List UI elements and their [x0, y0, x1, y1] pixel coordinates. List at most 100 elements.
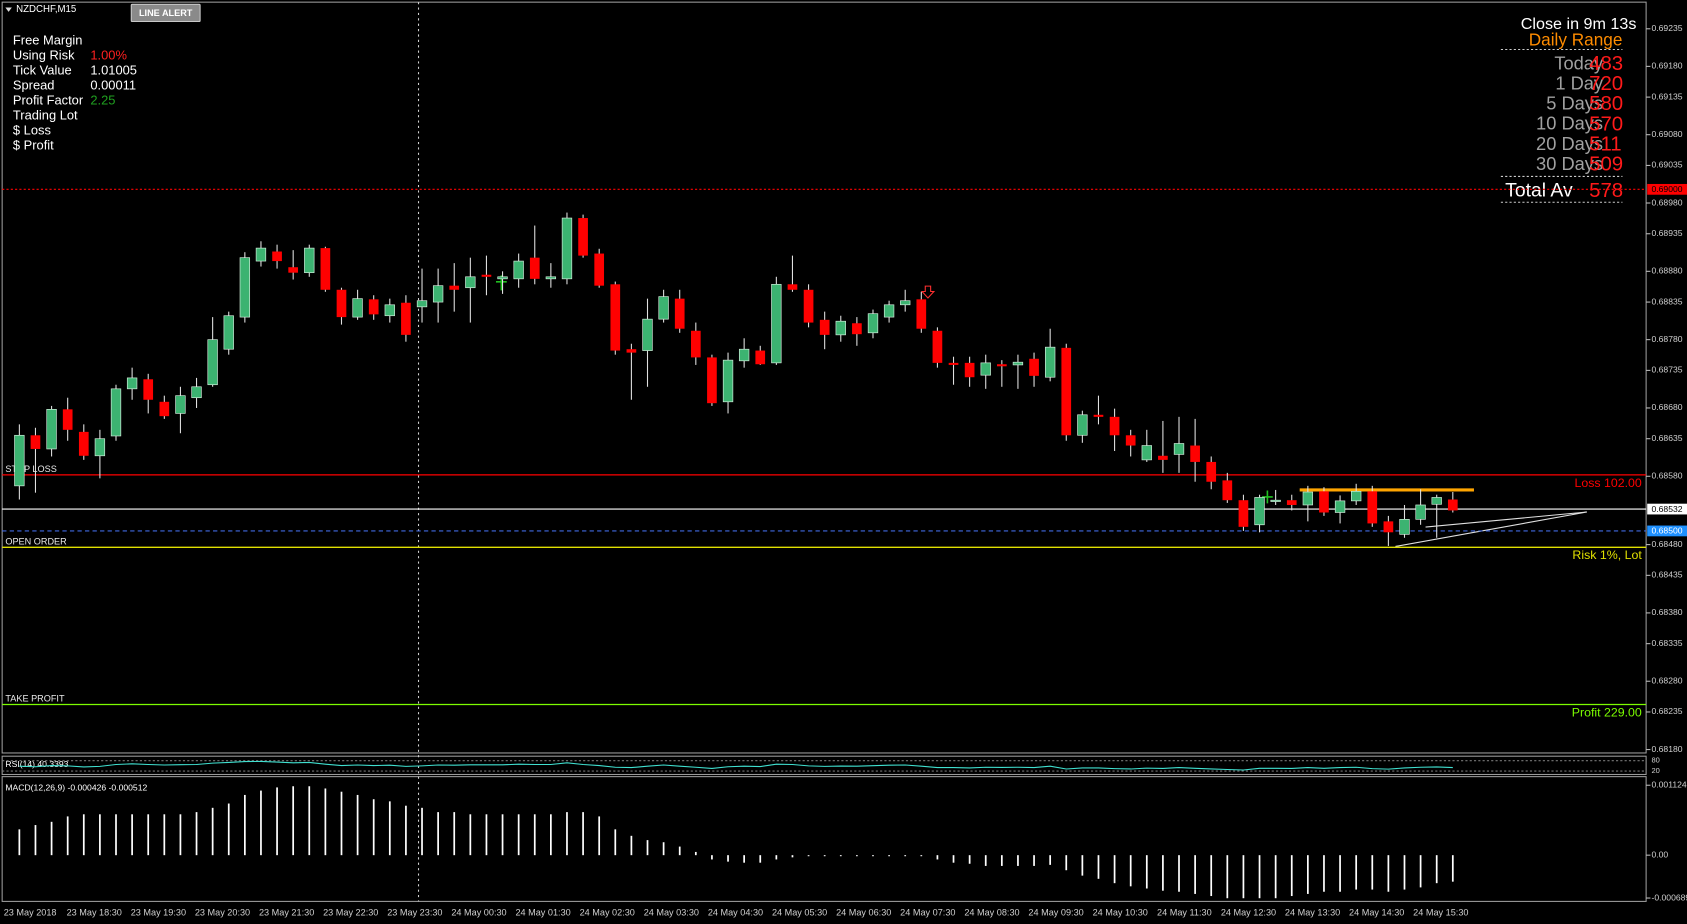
- candle-body: [1367, 491, 1378, 524]
- candle-body: [980, 362, 991, 376]
- candle-body: [1351, 490, 1362, 502]
- sell-arrow: [920, 285, 936, 299]
- candle-body: [432, 285, 444, 303]
- time-label: 24 May 04:30: [708, 908, 763, 918]
- info-label: Using Risk: [13, 47, 75, 62]
- candle-body: [561, 217, 573, 280]
- time-label: 24 May 02:30: [580, 908, 635, 918]
- time-label: 24 May 09:30: [1028, 908, 1083, 918]
- level-tag: Profit 229.00: [1572, 705, 1642, 719]
- candle-body: [30, 435, 41, 449]
- y-tick-label: 0.68380: [1651, 607, 1682, 617]
- y-tick-label: 0.69180: [1651, 61, 1682, 71]
- candle-body: [46, 409, 57, 450]
- line-alert-button[interactable]: LINE ALERT: [130, 3, 201, 23]
- price-tag-label: 0.68532: [1651, 504, 1682, 514]
- info-label: Spread: [13, 77, 55, 92]
- info-label: Trading Lot: [13, 108, 78, 123]
- candle-body: [1286, 500, 1297, 505]
- y-tick-label: 0.68580: [1651, 471, 1682, 481]
- candle-body: [594, 253, 605, 286]
- macd-tick-label: 0.00: [1651, 849, 1668, 859]
- candle-body: [642, 318, 653, 351]
- level-tag: Loss 102.00: [1574, 476, 1641, 490]
- range-label: 30 Days: [1536, 153, 1603, 174]
- triangle-object: [1395, 511, 1588, 547]
- candle-body: [787, 284, 798, 290]
- main-panel: [1, 1, 1647, 754]
- candle-body: [626, 349, 637, 353]
- rsi-label: RSI(14) 40.3393: [5, 759, 68, 769]
- time-label: 24 May 10:30: [1093, 908, 1148, 918]
- time-label: 24 May 03:30: [644, 908, 699, 918]
- candle-body: [883, 304, 895, 318]
- candle-body: [610, 284, 621, 351]
- candle-body: [996, 364, 1007, 367]
- y-tick-label: 0.69080: [1651, 129, 1682, 139]
- info-label: $ Profit: [13, 138, 54, 153]
- candle-body: [1077, 414, 1088, 436]
- candle-body: [1044, 346, 1056, 378]
- candle-body: [126, 377, 138, 390]
- time-label: 24 May 08:30: [964, 908, 1019, 918]
- candle-body: [1012, 361, 1024, 366]
- range-label: 20 Days: [1536, 133, 1603, 154]
- candle-body: [207, 339, 218, 386]
- candle-body: [465, 276, 476, 289]
- time-label: 23 May 23:30: [387, 908, 442, 918]
- y-tick-label: 0.68980: [1651, 197, 1682, 207]
- candle-body: [78, 431, 89, 456]
- candle-body: [14, 434, 25, 487]
- candle-body: [1254, 497, 1265, 526]
- range-value: 720: [1589, 73, 1623, 95]
- range-value: 570: [1589, 113, 1623, 135]
- candle-body: [1302, 491, 1314, 506]
- time-label: 24 May 12:30: [1221, 908, 1276, 918]
- time-label: 23 May 22:30: [323, 908, 378, 918]
- candle-body: [449, 285, 460, 290]
- y-tick-label: 0.68935: [1651, 228, 1682, 238]
- time-label: 24 May 01:30: [515, 908, 570, 918]
- candle-body: [304, 247, 315, 274]
- candle-body: [1431, 497, 1442, 505]
- candle-body: [771, 283, 782, 364]
- candle-body: [1238, 500, 1249, 527]
- candle-body: [1415, 504, 1426, 520]
- candle-body: [1270, 499, 1281, 502]
- button-label[interactable]: LINE ALERT: [139, 8, 193, 18]
- symbol: NZDCHF,M15: [16, 4, 76, 15]
- candle-body: [1061, 347, 1072, 436]
- candle-body: [1319, 491, 1329, 513]
- candle-body: [497, 276, 508, 280]
- candle-body: [916, 299, 927, 329]
- candle-body: [1399, 518, 1410, 535]
- candle-body: [529, 257, 540, 279]
- rsi-tick-label: 20: [1651, 766, 1659, 775]
- candle-body: [1173, 443, 1185, 455]
- candle-body: [1125, 435, 1136, 446]
- candle-body: [336, 289, 347, 318]
- rsi-line: [19, 760, 1453, 771]
- range-value: 511: [1589, 133, 1622, 155]
- candle-body: [513, 260, 524, 280]
- buy-marks: [495, 275, 1273, 504]
- rsi-panel: [1, 755, 1647, 776]
- y-tick-label: 0.69035: [1651, 160, 1682, 170]
- time-label: 24 May 13:30: [1285, 908, 1340, 918]
- candle-body: [578, 218, 588, 256]
- button-bg[interactable]: [130, 3, 201, 23]
- candle-body: [900, 300, 911, 306]
- y-tick-label: 0.68480: [1651, 539, 1682, 549]
- candle-body: [481, 274, 492, 277]
- candle-body: [690, 330, 701, 358]
- range-label: 5 Days: [1546, 93, 1603, 114]
- candle-body: [62, 409, 73, 430]
- range-value: 483: [1589, 53, 1623, 75]
- candle-body: [674, 298, 685, 329]
- price-tag: [1647, 183, 1687, 195]
- candle-body: [658, 296, 669, 320]
- time-label: 23 May 21:30: [259, 908, 314, 918]
- candle-body: [239, 257, 251, 318]
- candle-body: [416, 300, 428, 308]
- y-tick-label: 0.69135: [1651, 91, 1682, 101]
